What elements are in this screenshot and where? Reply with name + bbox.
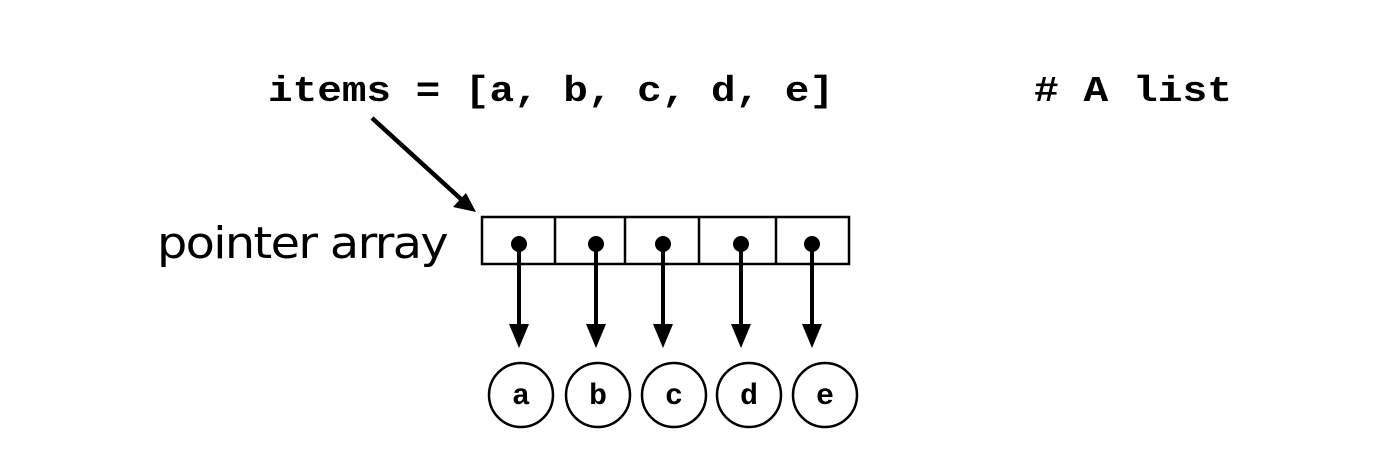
pointer-array [480,215,851,266]
code-comment: # A list [1034,71,1232,112]
element-label: c [665,380,683,414]
variable-pointer-arrow [370,116,476,212]
element-node-e: e [791,361,859,429]
pointer-cell-0 [509,236,529,348]
pointer-cell-3 [731,236,751,348]
element-node-b: b [564,361,632,429]
element-label: d [740,380,758,414]
pointer-cell-1 [586,236,606,348]
element-node-a: a [487,361,555,429]
element-node-c: c [640,361,708,429]
element-label: e [816,380,834,414]
pointer-cell-4 [802,236,822,348]
pointer-array-label: pointer array [157,218,447,269]
element-label: b [589,380,607,414]
element-node-d: d [715,361,783,429]
pointer-cell-2 [653,236,673,348]
code-line: items = [a, b, c, d, e] [268,71,834,112]
element-label: a [512,380,530,414]
